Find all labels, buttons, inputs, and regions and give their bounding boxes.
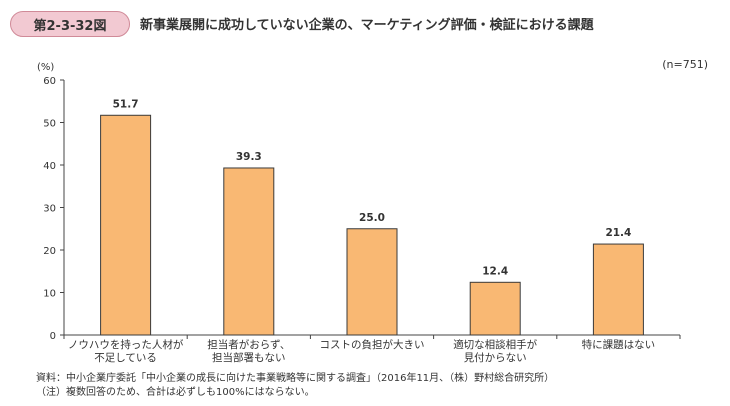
bar-value-label: 21.4	[605, 227, 631, 239]
bar-value-label: 12.4	[482, 265, 508, 277]
sample-size-label: (n=751)	[662, 58, 708, 71]
x-tick-label: 担当者がおらず、 担当部署もない	[207, 339, 291, 364]
bar	[223, 167, 275, 336]
chart-title: 新事業展開に成功していない企業の、マーケティング評価・検証における課題	[140, 18, 594, 33]
footnote: （注）複数回答のため、合計は必ずしも100%にはならない。	[36, 387, 315, 398]
x-tick-label: コストの負担が大きい	[319, 339, 425, 351]
bar-value-label: 39.3	[236, 151, 262, 163]
source-note: 資料：中小企業庁委託「中小企業の成長に向けた事業戦略等に関する調査」（2016年…	[36, 373, 555, 384]
y-tick-label: 30	[43, 204, 56, 215]
bar	[346, 228, 398, 336]
bar	[592, 243, 644, 336]
y-tick-label: 10	[43, 289, 56, 300]
y-tick-label: 20	[43, 246, 56, 257]
y-axis-unit-label: (%)	[37, 62, 55, 73]
y-tick-label: 60	[43, 76, 56, 87]
bar-value-label: 25.0	[359, 212, 385, 224]
y-tick-label: 40	[43, 161, 56, 172]
y-tick-label: 0	[50, 331, 56, 342]
x-tick-label: 適切な相談相手が 見付からない	[453, 339, 538, 364]
bar	[469, 281, 521, 336]
bar-value-label: 51.7	[113, 98, 139, 110]
x-tick-label: ノウハウを持った人材が 不足している	[67, 339, 184, 364]
figure-number-badge: 第2-3-32図	[10, 11, 130, 37]
x-tick-label: 特に課題はない	[581, 339, 656, 351]
figure-number: 第2-3-32図	[33, 18, 107, 34]
bar	[100, 114, 152, 336]
y-tick-label: 50	[43, 119, 56, 130]
